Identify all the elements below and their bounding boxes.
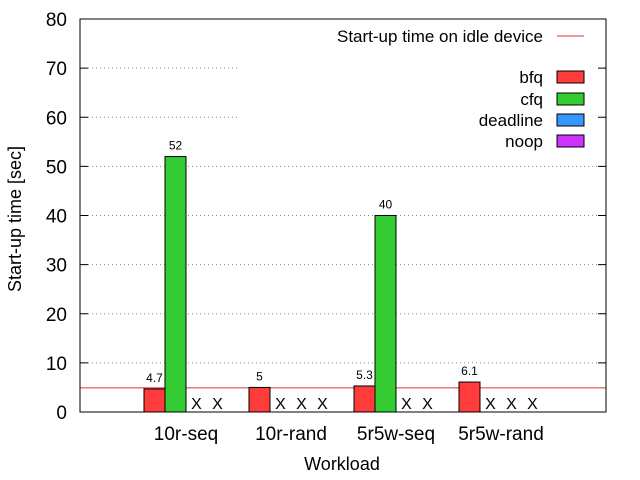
missing-value-marker: X bbox=[191, 396, 202, 413]
y-tick-label: 50 bbox=[46, 157, 67, 178]
plot-border bbox=[79, 18, 607, 413]
y-tick-label: 80 bbox=[46, 10, 67, 31]
legend-label: noop bbox=[505, 132, 543, 151]
bar-bfq bbox=[353, 385, 376, 413]
y-tick-labels: 0 10 20 30 40 50 60 70 80 bbox=[46, 10, 67, 424]
x-tick-labels: 10r-seq 10r-rand 5r5w-seq 5r5w-rand bbox=[154, 424, 544, 445]
missing-value-marker: X bbox=[296, 396, 307, 413]
missing-value-marker: X bbox=[401, 396, 412, 413]
y-tick-label: 60 bbox=[46, 108, 67, 129]
y-tick-label: 70 bbox=[46, 59, 67, 80]
x-axis-title: Workload bbox=[304, 454, 380, 474]
legend-label: bfq bbox=[519, 68, 543, 87]
y-tick-label: 20 bbox=[46, 305, 67, 326]
missing-value-marker: X bbox=[212, 396, 223, 413]
missing-value-marker: X bbox=[506, 396, 517, 413]
plot-frame bbox=[79, 18, 607, 413]
y-tick-label: 40 bbox=[46, 207, 67, 228]
bar-bfq bbox=[458, 381, 481, 413]
bar-bfq bbox=[143, 388, 166, 413]
x-tick-label: 5r5w-rand bbox=[458, 424, 544, 445]
missing-value-marker: X bbox=[275, 396, 286, 413]
legend-label: cfq bbox=[520, 90, 543, 109]
y-axis-title: Start-up time [sec] bbox=[5, 146, 25, 292]
data-label: 4.7 bbox=[146, 371, 163, 385]
legend-label: deadline bbox=[479, 111, 543, 130]
legend-label: Start-up time on idle device bbox=[337, 27, 543, 46]
legend-swatch-noop bbox=[556, 134, 585, 148]
bar-cfq bbox=[164, 156, 187, 413]
gridlines bbox=[80, 22, 606, 364]
y-tick-label: 30 bbox=[46, 256, 67, 277]
legend-swatch-bfq bbox=[556, 70, 585, 84]
x-tick-label: 10r-rand bbox=[255, 424, 327, 445]
missing-value-marker: X bbox=[317, 396, 328, 413]
y-tick-label: 0 bbox=[56, 403, 67, 424]
legend-swatch-deadline bbox=[556, 113, 585, 127]
missing-value-marker: X bbox=[422, 396, 433, 413]
data-label: 5 bbox=[256, 369, 263, 383]
legend-swatch-cfq bbox=[556, 92, 585, 106]
bar-bfq bbox=[248, 386, 271, 413]
data-label: 52 bbox=[169, 139, 183, 153]
x-tick-label: 5r5w-seq bbox=[357, 424, 435, 445]
x-tick-label: 10r-seq bbox=[154, 424, 218, 445]
data-label: 6.1 bbox=[461, 364, 478, 378]
missing-value-marker: X bbox=[485, 396, 496, 413]
missing-value-marker: X bbox=[527, 396, 538, 413]
legend-background bbox=[240, 22, 604, 156]
data-label: 40 bbox=[379, 198, 393, 212]
legend: Start-up time on idle device bfq cfq deadli… bbox=[337, 27, 585, 151]
y-tick-label: 10 bbox=[46, 354, 67, 375]
bar-cfq bbox=[374, 215, 397, 413]
data-label: 5.3 bbox=[356, 368, 373, 382]
